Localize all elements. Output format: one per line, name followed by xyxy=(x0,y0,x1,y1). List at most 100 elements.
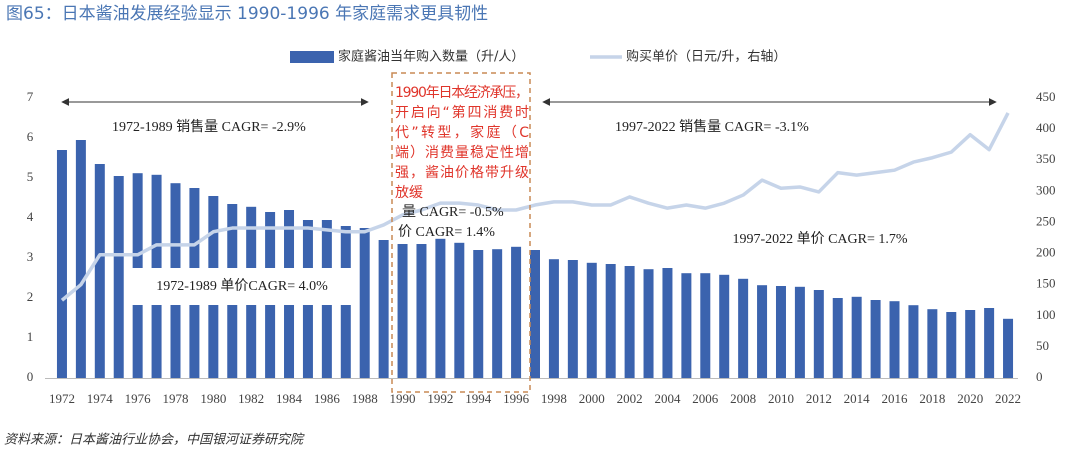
x-tick-label: 2012 xyxy=(806,391,832,406)
y2-tick-label: 350 xyxy=(1036,151,1056,166)
y-tick-label: 3 xyxy=(27,249,34,264)
y-tick-label: 6 xyxy=(27,129,34,144)
bar xyxy=(624,266,635,378)
bar xyxy=(946,312,957,378)
bar xyxy=(681,273,692,378)
bar xyxy=(738,278,749,378)
x-tick-label: 2022 xyxy=(995,391,1021,406)
x-tick-label: 2020 xyxy=(957,391,983,406)
y2-tick-label: 400 xyxy=(1036,120,1056,135)
bar xyxy=(473,250,484,378)
x-tick-label: 1976 xyxy=(125,391,152,406)
bar xyxy=(56,150,67,378)
x-tick-label: 1974 xyxy=(87,391,114,406)
bar xyxy=(75,140,86,378)
bar xyxy=(889,301,900,378)
highlight-text: 强，酱油价格带升级 xyxy=(395,165,529,181)
y-tick-label: 2 xyxy=(27,289,34,304)
x-tick-label: 1998 xyxy=(541,391,567,406)
bar xyxy=(359,228,370,378)
annotation: 量 CAGR= -0.5% xyxy=(402,204,504,220)
y-tick-label: 0 xyxy=(27,369,34,384)
y-tick-label: 4 xyxy=(27,209,34,224)
highlight-text: 放缓 xyxy=(395,185,423,201)
bar xyxy=(511,246,522,378)
x-tick-label: 2000 xyxy=(579,391,605,406)
bar xyxy=(605,264,616,378)
bar xyxy=(832,298,843,378)
x-tick-label: 1992 xyxy=(427,391,453,406)
x-tick-label: 2016 xyxy=(882,391,909,406)
x-tick-label: 2004 xyxy=(654,391,681,406)
highlight-text: 代”转型，家庭（C xyxy=(395,124,529,141)
legend-swatch xyxy=(290,51,334,63)
y2-tick-label: 300 xyxy=(1036,182,1056,197)
bar xyxy=(94,164,105,378)
bar xyxy=(454,242,465,378)
x-tick-label: 1982 xyxy=(238,391,264,406)
x-tick-label: 1988 xyxy=(352,391,378,406)
x-tick-label: 1996 xyxy=(503,391,530,406)
highlight-text: 端）消费量稳定性增 xyxy=(395,145,529,161)
x-tick-label: 2002 xyxy=(617,391,643,406)
x-tick-label: 1980 xyxy=(200,391,226,406)
y-tick-label: 7 xyxy=(27,89,34,104)
x-tick-label: 2006 xyxy=(692,391,719,406)
bar xyxy=(548,259,559,378)
labels: 0 1 2 3 4 5 6 7 0 50 100 150 200 250 300 350 400 450 1972 1… xyxy=(27,49,1056,406)
bar xyxy=(530,250,540,378)
bar xyxy=(927,309,938,378)
x-tick-label: 2010 xyxy=(768,391,794,406)
x-tick-label: 1990 xyxy=(390,391,416,406)
x-tick-label: 1978 xyxy=(162,391,188,406)
bar xyxy=(965,310,976,378)
y-tick-label: 5 xyxy=(27,169,34,184)
bar xyxy=(775,286,786,378)
x-tick-label: 1972 xyxy=(49,391,75,406)
y2-tick-label: 0 xyxy=(1036,369,1043,384)
annotation-box xyxy=(130,268,355,305)
bar xyxy=(397,244,408,378)
bar xyxy=(870,300,881,378)
bar xyxy=(1003,318,1014,378)
x-tick-label: 1994 xyxy=(465,391,492,406)
y2-tick-label: 50 xyxy=(1036,338,1049,353)
bar xyxy=(586,262,597,378)
bar xyxy=(984,308,995,378)
highlight-text: 开启向“第四消费时 xyxy=(395,104,529,121)
bar xyxy=(813,290,824,378)
legend-label: 购买单价（日元/升，右轴） xyxy=(626,49,786,65)
bar xyxy=(700,273,711,378)
annotation: 1997-2022 单价 CAGR= 1.7% xyxy=(732,231,907,247)
annotation-box xyxy=(700,222,940,259)
y2-tick-label: 150 xyxy=(1036,276,1056,291)
bar xyxy=(113,176,124,378)
lines xyxy=(60,112,1010,302)
bar xyxy=(908,305,919,378)
bar xyxy=(757,285,768,378)
y2-tick-label: 200 xyxy=(1036,245,1056,260)
bar xyxy=(662,268,673,378)
annotation: 价 CAGR= 1.4% xyxy=(398,224,495,240)
y-tick-label: 1 xyxy=(27,329,34,344)
bar xyxy=(851,296,862,378)
y2-tick-label: 450 xyxy=(1036,89,1056,104)
annotation: 1997-2022 销售量 CAGR= -3.1% xyxy=(615,119,809,135)
highlight-text: 1990年日本经济承压， xyxy=(395,85,529,101)
x-tick-label: 1986 xyxy=(314,391,341,406)
chart-title: 图65：日本酱油发展经验显示 1990-1996 年家庭需求更具韧性 xyxy=(6,4,488,24)
x-tick-label: 1984 xyxy=(276,391,303,406)
x-tick-label: 2008 xyxy=(730,391,756,406)
bar xyxy=(567,260,578,378)
bar xyxy=(378,240,389,378)
x-tick-label: 2018 xyxy=(919,391,945,406)
annotation: 1972-1989 单价CAGR= 4.0% xyxy=(156,278,328,294)
bar xyxy=(719,274,730,378)
y2-tick-label: 250 xyxy=(1036,213,1056,228)
bar xyxy=(435,238,446,378)
y2-tick-label: 100 xyxy=(1036,307,1056,322)
source: 资料来源：日本酱油行业协会，中国银河证券研究院 xyxy=(4,432,305,448)
bar xyxy=(416,244,427,378)
legend-label: 家庭酱油当年购入数量（升/人） xyxy=(338,49,524,65)
